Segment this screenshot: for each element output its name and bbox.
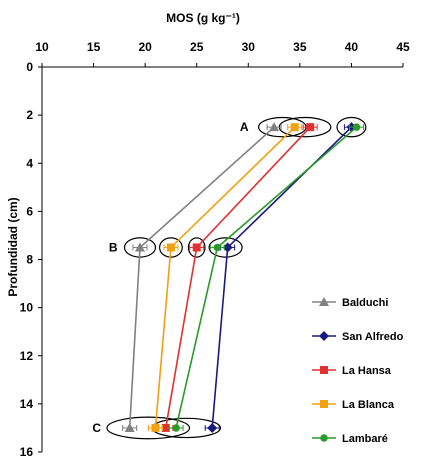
- data-point: [192, 243, 201, 252]
- x-tick-label: 40: [345, 40, 359, 54]
- group-label: C: [92, 421, 101, 435]
- x-tick-label: 20: [138, 40, 152, 54]
- y-tick-label: 6: [26, 204, 33, 218]
- y-tick-label: 4: [26, 156, 33, 170]
- y-tick-label: 10: [20, 301, 34, 315]
- group-label: A: [240, 120, 249, 134]
- data-point: [151, 423, 160, 432]
- data-point: [269, 122, 280, 132]
- x-tick-label: 10: [35, 40, 49, 54]
- data-point: [124, 422, 135, 432]
- group-ellipses: [106, 116, 367, 440]
- data-point: [172, 424, 180, 432]
- series-lines: [122, 122, 365, 433]
- legend-marker: [319, 297, 329, 306]
- legend-marker: [320, 366, 328, 374]
- y-tick-label: 16: [20, 445, 34, 459]
- legend: Balduchi San Alfredo La Hansa La Blanca Lamb…: [312, 297, 404, 445]
- axes: 10 15 20 25 30 35 40 45 0 2 4 6 8 10 12 14 16: [20, 40, 410, 459]
- data-point: [207, 422, 218, 433]
- x-tick-label: 30: [242, 40, 256, 54]
- x-tick-label: 45: [396, 40, 410, 54]
- group-ellipse: [158, 237, 183, 258]
- series-line: [211, 126, 352, 429]
- data-point: [213, 243, 222, 252]
- y-tick-label: 12: [20, 349, 34, 363]
- data-point: [166, 243, 175, 252]
- y-tick-label: 8: [26, 253, 33, 267]
- legend-label: San Alfredo: [342, 331, 404, 343]
- group-ellipse: [336, 116, 367, 138]
- data-point: [134, 242, 145, 252]
- legend-label: Lambaré: [342, 433, 388, 445]
- data-point: [161, 423, 170, 432]
- data-point: [290, 123, 299, 132]
- y-tick-label: 2: [26, 108, 33, 122]
- legend-marker: [320, 400, 328, 408]
- x-tick-label: 35: [293, 40, 307, 54]
- group-ellipse: [208, 237, 243, 258]
- data-point: [222, 242, 233, 253]
- legend-marker: [320, 434, 328, 442]
- x-axis-title: MOS (g kg⁻¹): [166, 11, 240, 25]
- y-axis-title: Profundidad (cm): [6, 197, 20, 296]
- group-ellipse: [187, 237, 206, 258]
- legend-marker: [319, 331, 329, 341]
- series-line: [164, 126, 311, 429]
- x-tick-label: 25: [190, 40, 204, 54]
- group-label: B: [109, 240, 118, 254]
- y-tick-label: 14: [20, 397, 34, 411]
- legend-label: Balduchi: [342, 297, 388, 309]
- group-ellipse: [106, 416, 191, 440]
- data-point: [352, 123, 361, 131]
- legend-label: La Blanca: [342, 399, 395, 411]
- legend-label: La Hansa: [342, 365, 392, 377]
- group-labels: A B C: [92, 120, 248, 435]
- series-line: [128, 126, 275, 428]
- x-tick-label: 15: [87, 40, 101, 54]
- y-tick-label: 0: [26, 60, 33, 74]
- data-point: [306, 123, 315, 132]
- series-line: [175, 126, 358, 429]
